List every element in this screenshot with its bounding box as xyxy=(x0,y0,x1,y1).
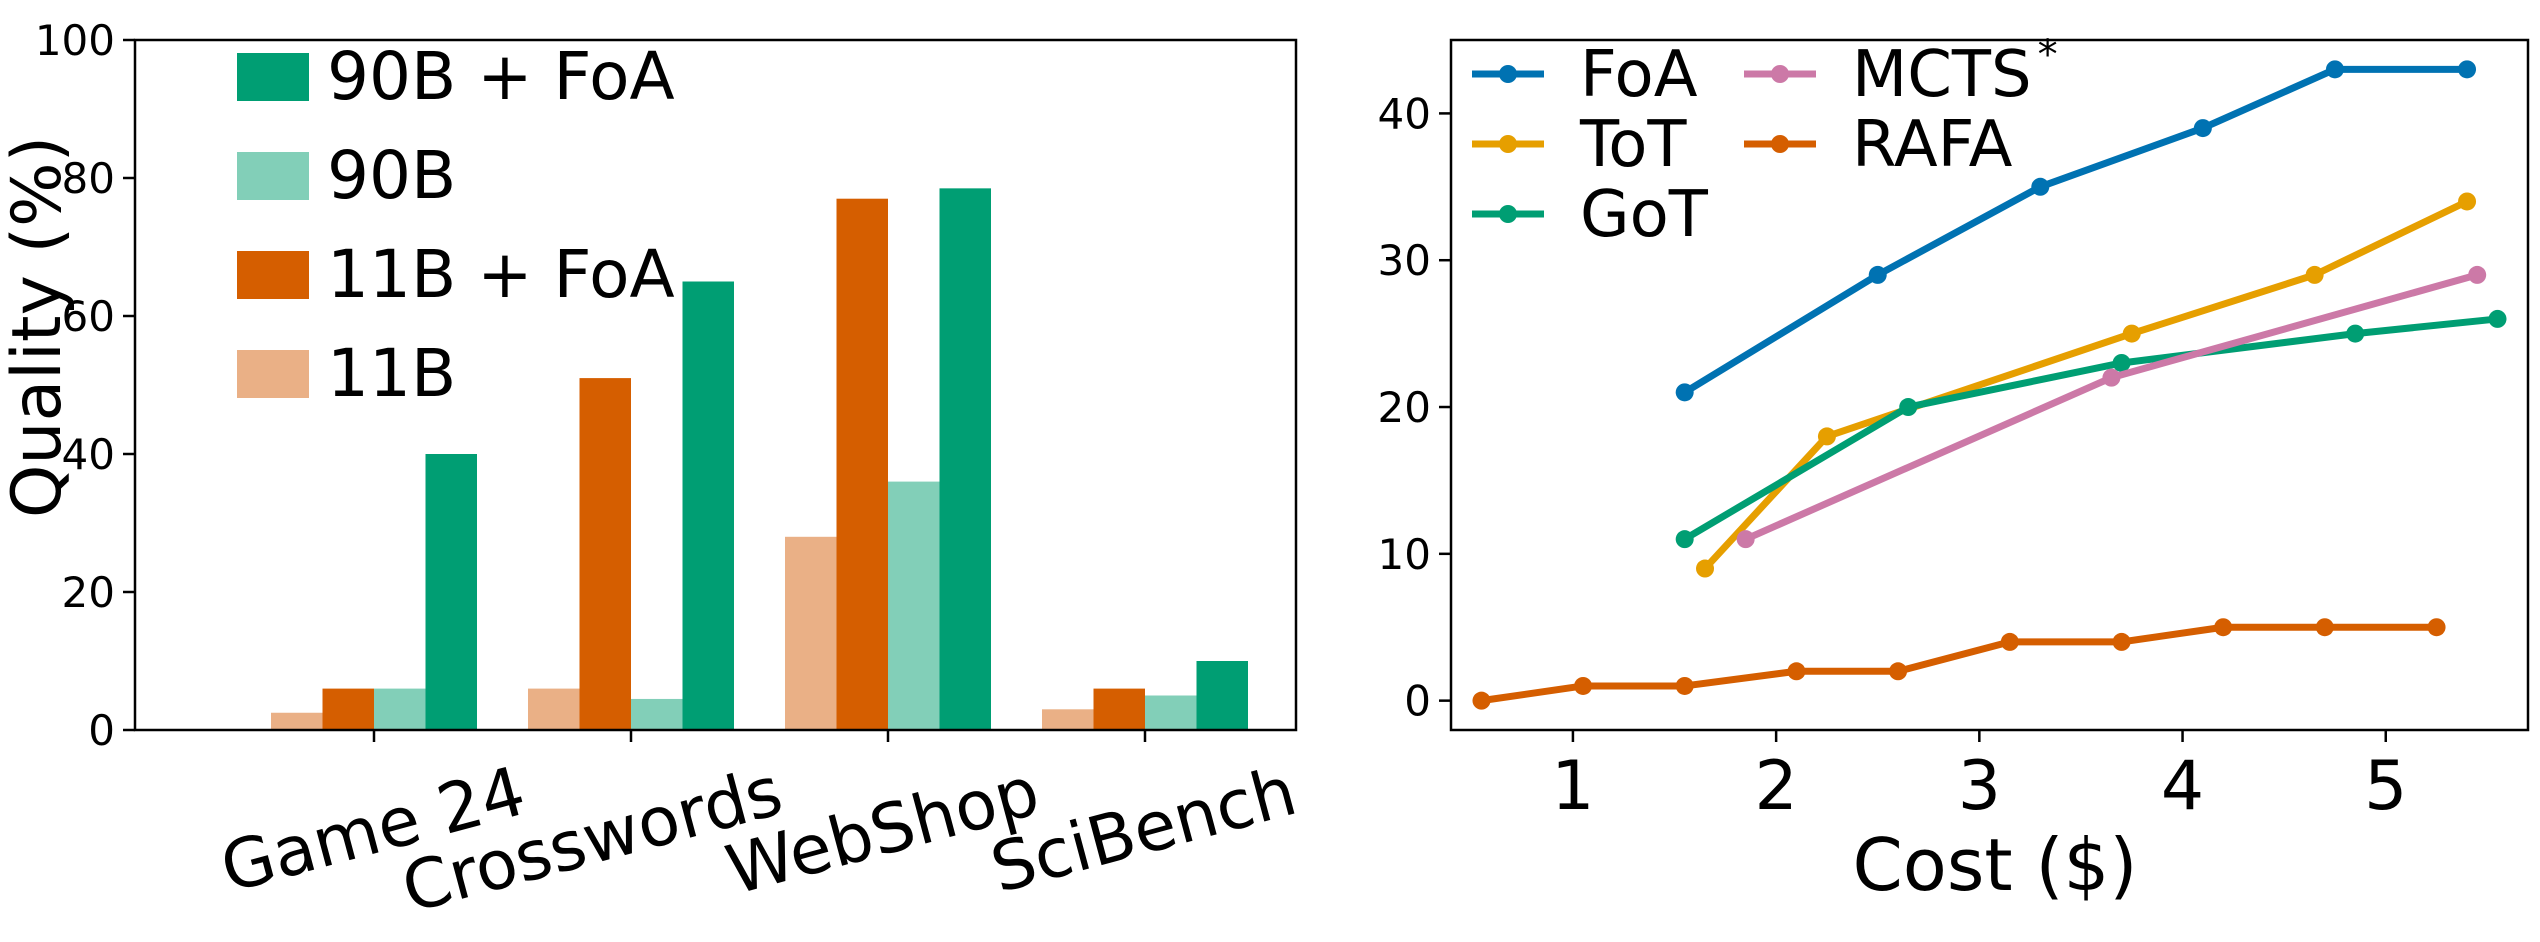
y-axis-label: Quality (%) xyxy=(0,136,77,518)
legend-label: MCTS xyxy=(1852,38,2032,112)
bar-11b-0 xyxy=(271,712,323,730)
y-tick-label: 40 xyxy=(62,430,115,479)
y-tick-label: 30 xyxy=(1378,236,1431,285)
x-tick-label: 2 xyxy=(1754,747,1797,826)
y-tick-label: 40 xyxy=(1378,89,1431,138)
data-point-foa xyxy=(2458,60,2477,79)
legend-marker xyxy=(1499,135,1517,153)
data-point-rafa xyxy=(1472,691,1491,710)
series-line-rafa xyxy=(1477,623,2441,705)
bar-90b-foa-0 xyxy=(425,454,477,730)
bar-11b-foa-1 xyxy=(579,378,631,730)
data-point-mcts xyxy=(2102,368,2121,387)
data-point-foa xyxy=(2193,119,2212,138)
bar-90b-foa-3 xyxy=(1196,661,1248,730)
legend-label: ToT xyxy=(1579,108,1687,182)
data-point-tot xyxy=(1817,427,1836,446)
data-point-rafa xyxy=(2000,632,2019,651)
legend-swatch xyxy=(237,152,309,200)
legend-label: GoT xyxy=(1580,178,1709,252)
data-point-mcts xyxy=(2468,265,2487,284)
data-point-foa xyxy=(1868,265,1887,284)
legend-label: 90B + FoA xyxy=(327,38,675,115)
legend-label: FoA xyxy=(1580,38,1698,112)
legend-label: RAFA xyxy=(1852,108,2013,182)
y-tick-label: 10 xyxy=(1378,530,1431,579)
data-point-rafa xyxy=(2427,618,2446,637)
bar-11b-foa-0 xyxy=(322,688,374,730)
bar-11b-1 xyxy=(528,688,580,730)
legend-swatch xyxy=(237,251,309,299)
y-tick-label: 20 xyxy=(1378,383,1431,432)
bar-11b-foa-3 xyxy=(1093,688,1145,730)
bar-90b-1 xyxy=(631,698,683,730)
x-tick-label: 5 xyxy=(2364,747,2407,826)
bar-90b-0 xyxy=(374,688,426,730)
legend-marker xyxy=(1771,65,1789,83)
series-line-mcts xyxy=(1742,271,2481,543)
data-point-got xyxy=(2488,309,2507,328)
data-point-got xyxy=(2112,353,2131,372)
bar-11b-2 xyxy=(785,536,837,730)
x-axis-label: Cost ($) xyxy=(1853,823,2138,907)
data-point-rafa xyxy=(1787,662,1806,681)
data-point-rafa xyxy=(2315,618,2334,637)
data-point-foa xyxy=(2325,60,2344,79)
x-tick-label: 4 xyxy=(2161,747,2204,826)
legend-label: 11B + FoA xyxy=(327,236,675,313)
bar-11b-3 xyxy=(1042,709,1094,730)
plot-frame xyxy=(1449,38,2530,732)
data-point-tot xyxy=(2458,192,2477,211)
bar-90b-3 xyxy=(1145,695,1197,730)
legend-marker xyxy=(1499,65,1517,83)
legend-marker xyxy=(1499,205,1517,223)
x-tick-label: 1 xyxy=(1551,747,1594,826)
data-point-got xyxy=(2346,324,2365,343)
data-point-rafa xyxy=(1675,676,1694,695)
legend-label-superscript: * xyxy=(2038,32,2058,78)
bar-90b-foa-1 xyxy=(682,281,734,730)
y-tick-label: 0 xyxy=(1404,677,1431,726)
y-tick-label: 0 xyxy=(88,706,115,755)
data-point-tot xyxy=(1696,559,1715,578)
series-line-tot xyxy=(1701,197,2471,573)
y-tick-label: 20 xyxy=(62,568,115,617)
y-tick-label: 80 xyxy=(62,154,115,203)
y-tick-label: 100 xyxy=(35,16,115,65)
data-point-rafa xyxy=(1889,662,1908,681)
x-tick-label: 3 xyxy=(1958,747,2001,826)
legend-label: 90B xyxy=(327,137,456,214)
bar-90b-foa-2 xyxy=(939,188,991,731)
data-point-rafa xyxy=(1574,676,1593,695)
bar-90b-2 xyxy=(888,481,940,730)
data-point-foa xyxy=(2031,177,2050,196)
legend-swatch xyxy=(237,350,309,398)
legend-marker xyxy=(1771,135,1789,153)
legend-label: 11B xyxy=(327,335,456,412)
data-point-tot xyxy=(2122,324,2141,343)
data-point-got xyxy=(1899,398,1918,417)
legend-swatch xyxy=(237,53,309,101)
y-tick-label: 60 xyxy=(62,292,115,341)
data-point-foa xyxy=(1675,383,1694,402)
series-line-foa xyxy=(1681,65,2471,396)
series-line-got xyxy=(1681,315,2502,543)
data-point-mcts xyxy=(1736,530,1755,549)
data-point-rafa xyxy=(2214,618,2233,637)
data-point-rafa xyxy=(2112,632,2131,651)
data-point-tot xyxy=(2305,265,2324,284)
bar-11b-foa-2 xyxy=(836,198,888,730)
plot-frame xyxy=(133,38,1298,732)
data-point-got xyxy=(1675,530,1694,549)
